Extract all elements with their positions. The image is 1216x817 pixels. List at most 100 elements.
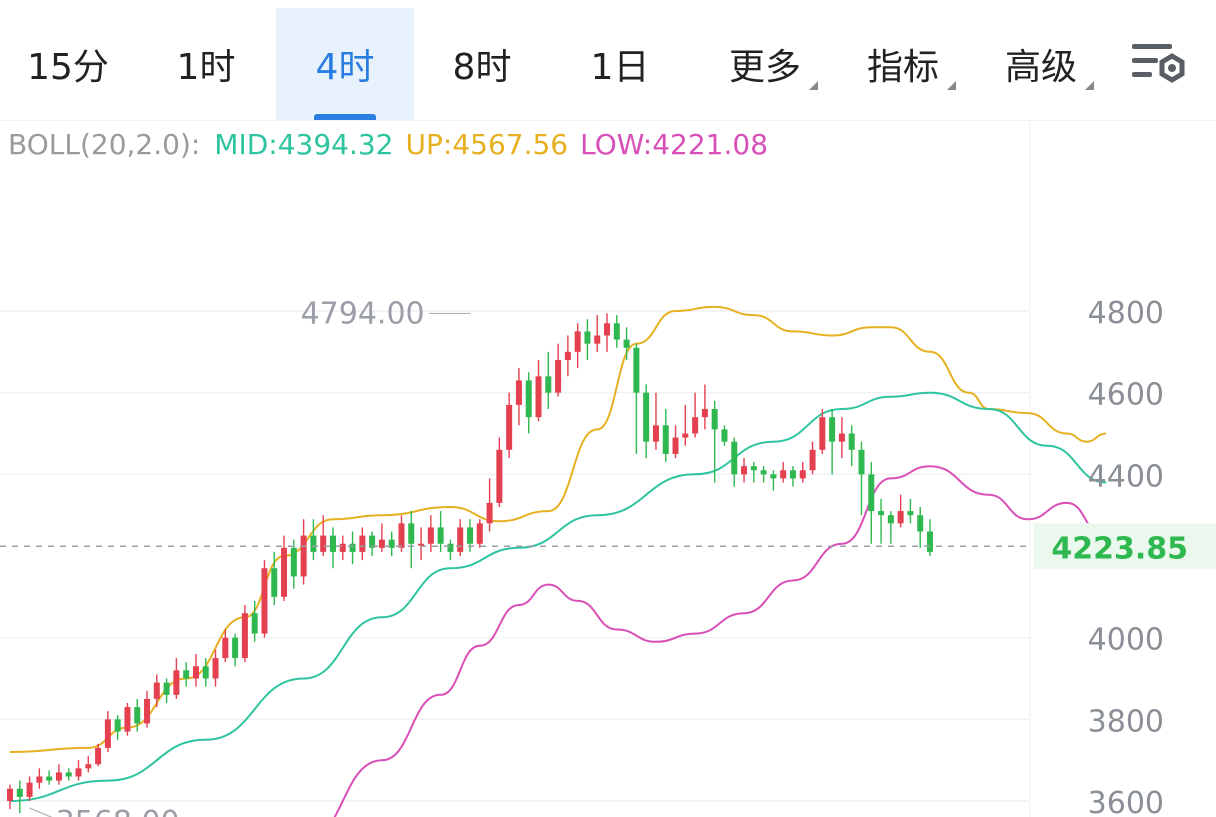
y-tick-label: 4800 — [1088, 296, 1164, 331]
candle — [692, 392, 699, 438]
candle-body — [192, 666, 199, 679]
candle-body — [878, 511, 885, 516]
boll-legend: BOLL(20,2.0): MID:4394.32 UP:4567.56 LOW… — [8, 124, 780, 164]
candle-body — [760, 470, 767, 475]
candle — [623, 327, 630, 360]
candle — [65, 768, 72, 781]
candle — [633, 343, 640, 454]
candle-body — [476, 523, 483, 544]
candle — [829, 409, 836, 475]
candle-body — [643, 392, 650, 442]
high-marker-label: 4794.00 — [301, 296, 425, 331]
tab-4h[interactable]: 4时 — [276, 8, 414, 120]
tab-1d[interactable]: 1日 — [590, 47, 650, 88]
candle-body — [809, 449, 816, 471]
candle-body — [427, 527, 434, 544]
candle — [574, 323, 581, 369]
timeframe-toolbar: 15分 1时 4时 8时 1日 更多 指标 高级 — [0, 0, 1216, 121]
candle-body — [144, 698, 151, 724]
boll-low-line — [333, 465, 1107, 817]
candle — [124, 703, 131, 736]
candle-body — [682, 433, 689, 438]
candle — [85, 756, 92, 773]
boll-low-value: LOW:4221.08 — [580, 127, 769, 161]
candle — [789, 466, 796, 487]
candle-body — [515, 380, 522, 405]
candle-body — [114, 719, 121, 732]
candle — [476, 519, 483, 548]
candle-body — [232, 637, 239, 659]
candle — [682, 404, 689, 446]
candle — [7, 784, 13, 810]
candle — [369, 531, 376, 556]
candle-body — [692, 417, 699, 434]
candle-body — [887, 515, 894, 524]
chart-settings-button[interactable] — [1130, 40, 1188, 88]
candle-body — [594, 335, 601, 344]
candle — [241, 605, 248, 663]
boll-mid-line — [9, 391, 1107, 802]
candle — [134, 698, 141, 732]
candle-body — [868, 474, 875, 512]
candle — [232, 633, 239, 667]
candle — [329, 527, 336, 569]
candle-body — [486, 502, 493, 524]
candle — [721, 425, 728, 446]
candle — [927, 519, 933, 556]
candle — [887, 511, 894, 544]
candle — [780, 462, 787, 483]
dropdown-triangle-icon — [1085, 81, 1094, 90]
candle-body — [212, 658, 219, 679]
candle — [525, 372, 532, 434]
candle-body — [819, 417, 826, 450]
price-axis: 4800 4600 4400 4000 3800 3600 — [1088, 296, 1164, 817]
candle-body — [584, 331, 591, 344]
candle — [222, 629, 229, 663]
candle — [163, 678, 170, 703]
candles — [7, 313, 933, 814]
candlestick-chart[interactable]: 4800 4600 4400 4000 3800 3600 4223.85 4794.00 3… — [0, 121, 1216, 817]
candle — [104, 711, 111, 752]
candle-body — [555, 360, 562, 393]
candle-body — [907, 511, 914, 516]
candle — [711, 400, 718, 483]
candle-body — [222, 637, 229, 659]
candle-body — [418, 543, 425, 546]
candle-body — [525, 380, 532, 418]
candle — [467, 519, 473, 552]
candle-body — [408, 523, 415, 544]
candle-body — [163, 682, 170, 695]
tab-advanced[interactable]: 高级 — [986, 8, 1096, 120]
candle — [858, 441, 865, 516]
chart-grid — [0, 121, 1031, 817]
candle — [878, 498, 885, 544]
candle — [555, 343, 562, 397]
y-tick-label: 4400 — [1088, 459, 1164, 494]
candle-body — [388, 539, 395, 548]
candle-body — [173, 670, 180, 695]
candle — [917, 507, 924, 548]
candle — [46, 770, 53, 785]
candle — [741, 458, 748, 483]
candle-body — [153, 682, 160, 699]
candle — [770, 470, 777, 491]
candle — [300, 519, 307, 585]
candle — [868, 462, 875, 544]
candle-body — [271, 568, 278, 597]
tab-15min[interactable]: 15分 — [27, 47, 109, 88]
candle-body — [535, 376, 542, 418]
candle-body — [26, 782, 33, 797]
tab-indicators[interactable]: 指标 — [848, 8, 958, 120]
candle — [652, 392, 659, 450]
tab-more[interactable]: 更多 — [710, 8, 820, 120]
candle — [212, 649, 219, 687]
tab-1h[interactable]: 1时 — [176, 47, 236, 88]
candle-body — [701, 409, 708, 418]
candle — [907, 498, 914, 524]
candle-body — [329, 535, 336, 552]
candle — [26, 776, 33, 801]
candle-body — [16, 788, 23, 797]
tab-8h[interactable]: 8时 — [452, 47, 512, 88]
candle — [643, 384, 650, 458]
candle — [584, 319, 591, 360]
